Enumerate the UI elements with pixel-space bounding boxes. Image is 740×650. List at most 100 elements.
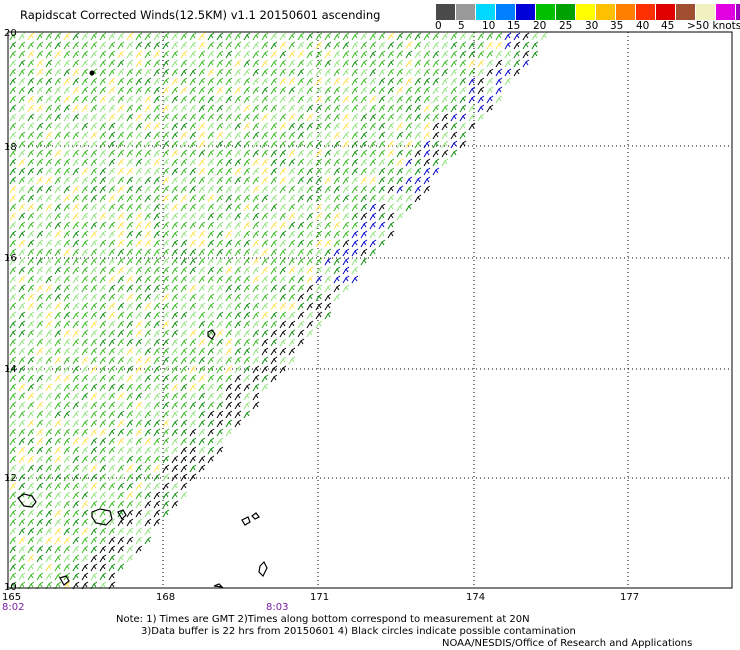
wind-barb xyxy=(513,50,521,59)
wind-barb xyxy=(459,41,467,50)
wind-barb xyxy=(162,410,170,419)
wind-barb xyxy=(18,302,26,311)
wind-barb xyxy=(108,95,116,104)
wind-barb xyxy=(297,77,305,86)
wind-barb xyxy=(261,365,269,374)
wind-barb xyxy=(207,59,215,68)
wind-barb xyxy=(414,59,422,68)
wind-barb xyxy=(99,32,107,41)
wind-barb xyxy=(153,419,161,428)
wind-barb xyxy=(54,41,62,50)
wind-barb xyxy=(153,500,161,509)
wind-barb xyxy=(99,356,107,365)
wind-barb xyxy=(27,545,35,554)
wind-barb xyxy=(45,464,53,473)
wind-barb xyxy=(189,32,197,41)
wind-barb xyxy=(297,86,305,95)
wind-barb xyxy=(126,257,134,266)
wind-barb xyxy=(135,284,143,293)
wind-barb xyxy=(324,59,332,68)
wind-barb xyxy=(261,374,269,383)
wind-barb xyxy=(180,437,188,446)
wind-barb xyxy=(153,221,161,230)
wind-barb xyxy=(207,131,215,140)
wind-barb xyxy=(171,428,179,437)
wind-barb xyxy=(333,212,341,221)
wind-barb xyxy=(387,203,395,212)
wind-barb xyxy=(18,284,26,293)
wind-barb xyxy=(252,356,260,365)
wind-barb xyxy=(117,104,125,113)
wind-barb xyxy=(36,374,44,383)
wind-barb xyxy=(144,383,152,392)
wind-barb xyxy=(279,86,287,95)
wind-barb xyxy=(198,212,206,221)
wind-barb xyxy=(135,338,143,347)
wind-barb xyxy=(189,50,197,59)
wind-barb xyxy=(135,248,143,257)
wind-barb xyxy=(369,41,377,50)
wind-barb xyxy=(387,104,395,113)
wind-barb xyxy=(81,95,89,104)
wind-barb xyxy=(27,356,35,365)
wind-barb xyxy=(117,131,125,140)
wind-barb xyxy=(315,95,323,104)
wind-barb xyxy=(144,248,152,257)
wind-barb xyxy=(189,410,197,419)
wind-barb xyxy=(198,464,206,473)
wind-barb xyxy=(315,275,323,284)
wind-barb xyxy=(18,122,26,131)
wind-barb xyxy=(198,104,206,113)
wind-barb xyxy=(261,248,269,257)
wind-barb xyxy=(171,491,179,500)
wind-barb xyxy=(36,509,44,518)
wind-barb xyxy=(126,104,134,113)
wind-barb xyxy=(225,275,233,284)
colorbar-swatch xyxy=(476,4,496,20)
wind-barb xyxy=(90,437,98,446)
wind-barb xyxy=(54,545,62,554)
wind-barb xyxy=(216,212,224,221)
wind-barb xyxy=(99,266,107,275)
wind-barb xyxy=(459,77,467,86)
wind-barb xyxy=(180,239,188,248)
wind-barb xyxy=(207,167,215,176)
wind-barb xyxy=(270,302,278,311)
wind-barb xyxy=(144,311,152,320)
wind-barb xyxy=(18,104,26,113)
wind-barb xyxy=(72,311,80,320)
wind-barb xyxy=(189,401,197,410)
wind-barb xyxy=(108,32,116,41)
wind-barb xyxy=(342,266,350,275)
wind-barb xyxy=(108,320,116,329)
wind-barb xyxy=(387,86,395,95)
wind-barb xyxy=(153,59,161,68)
wind-barb xyxy=(180,131,188,140)
wind-barb xyxy=(81,383,89,392)
wind-barb xyxy=(72,509,80,518)
wind-barb xyxy=(333,122,341,131)
wind-barb xyxy=(99,239,107,248)
colorbar-label: 5 xyxy=(458,20,465,32)
wind-barb xyxy=(81,248,89,257)
wind-barb xyxy=(324,167,332,176)
wind-barb xyxy=(216,131,224,140)
wind-barb xyxy=(126,437,134,446)
wind-barb xyxy=(72,419,80,428)
wind-barb xyxy=(180,302,188,311)
wind-barb xyxy=(432,59,440,68)
wind-barb xyxy=(108,554,116,563)
wind-barb xyxy=(342,86,350,95)
wind-barb xyxy=(72,482,80,491)
wind-barb xyxy=(441,50,449,59)
wind-barb xyxy=(135,509,143,518)
wind-barb xyxy=(324,32,332,41)
wind-barb xyxy=(252,77,260,86)
wind-barb xyxy=(459,86,467,95)
wind-barb xyxy=(414,131,422,140)
wind-barb xyxy=(99,113,107,122)
wind-barb xyxy=(81,365,89,374)
wind-barb xyxy=(117,401,125,410)
wind-barb xyxy=(504,41,512,50)
wind-barb xyxy=(126,347,134,356)
